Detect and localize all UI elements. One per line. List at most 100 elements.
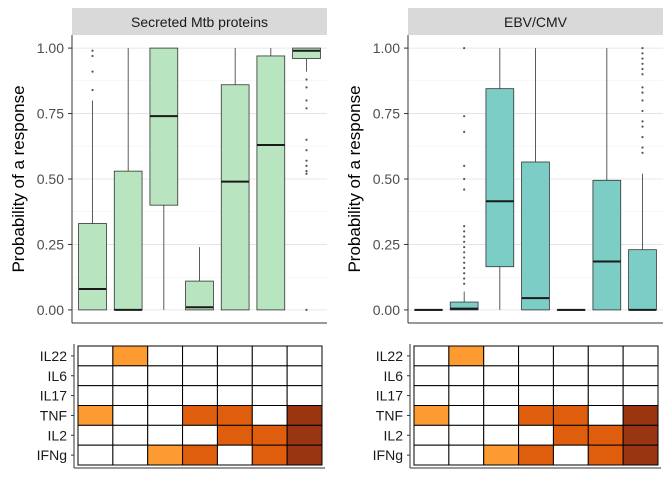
cytokine-heatmap-right: IL22 IL6 IL17 TNF IL2 IFNg [373,344,661,469]
heatmap-cell [112,345,149,367]
heatmap-cell [147,405,184,426]
box-7 [292,47,321,312]
heatmap-cell [622,424,659,446]
box-3 [149,47,179,310]
outlier-point [463,261,466,264]
outlier-point [305,86,308,89]
heatmap-cell [216,385,253,406]
y-axis-title-right: Probability of a response [345,85,364,272]
heatmap-cell [147,365,184,387]
box-body [220,84,250,311]
outlier-point [463,164,466,168]
strip-left [72,8,327,35]
box-body [185,280,214,311]
heatmap-cell [216,405,253,426]
y-tick-label: 0.25 [373,236,400,252]
outlier-point [641,136,644,139]
heatmap-cell [622,405,659,426]
box-1 [78,49,107,311]
heatmap-cell [216,424,253,446]
heatmap-cell [413,424,450,446]
heatmap-cell [518,424,554,446]
heatmap-cell [483,365,520,387]
outlier-point [463,256,466,259]
y-tick-label: 1.00 [37,40,64,56]
heatmap-cell [587,365,624,387]
y-tick-label: 0.50 [373,171,400,187]
heatmap-cell [77,365,114,387]
outlier-point [463,225,466,228]
outlier-point [463,235,466,238]
panel-secreted-mtb: Secreted Mtb proteins 0.00 0.25 0.50 0.75 1.… [9,8,327,324]
heatmap-cell [112,385,149,406]
heatmap-cell [483,345,520,367]
heatmap-cell [216,345,253,367]
outlier-point [641,67,644,71]
outlier-point [305,170,308,173]
heatmap-cell [552,345,589,367]
box-body [521,161,550,311]
cytokine-heatmap-left: IL22 IL6 IL17 TNF IL2 IFNg [37,344,325,469]
y-axis-title-left: Probability of a response [9,85,28,272]
box-2 [113,48,143,311]
outlier-point [463,115,466,118]
heatmap-cell [147,385,184,406]
heatmap-cell [216,444,253,466]
y-tick-label: 0.00 [37,302,64,318]
cytokine-label: TNF [40,407,67,423]
outlier-point [641,73,644,76]
heatmap-cell [552,385,589,406]
heatmap-cell [286,444,323,466]
box-1 [414,308,443,311]
heatmap-cell [518,405,554,426]
outlier-point [641,146,644,149]
y-tick-label: 0.75 [373,106,400,122]
outlier-point [463,177,466,181]
outlier-point [641,91,644,94]
outlier-point [641,57,644,60]
cytokine-label: IL6 [384,368,404,384]
box-4 [521,48,550,311]
heatmap-cell [286,385,323,406]
heatmap-cell [552,444,589,466]
outlier-point [91,49,94,52]
heatmap-cell [251,365,288,387]
heatmap-cell [552,405,589,426]
box-5 [220,48,250,311]
heatmap-cell [622,385,659,406]
heatmap-cell [182,444,218,466]
box-body [149,47,179,206]
outlier-point [305,159,308,162]
box-body [449,301,479,311]
box-body [592,179,622,311]
outlier-point [641,62,644,65]
outlier-point [463,277,466,280]
y-tick-label: 0.00 [373,302,400,318]
heatmap-cell [147,444,184,466]
outlier-point [463,245,466,249]
outlier-point [91,54,94,58]
heatmap-cell [448,444,485,466]
heatmap-cell [587,424,624,446]
heatmap-cell [518,365,554,387]
heatmap-cell [622,444,659,466]
box-7 [628,46,657,311]
heatmap-cell [77,385,114,406]
cytokine-label: IL17 [376,388,403,404]
box-body [78,223,107,311]
heatmap-cell [483,424,520,446]
heatmap-cell [483,385,520,406]
outlier-point [641,120,644,123]
heatmap-cell [413,405,450,426]
outlier-point [463,46,466,50]
outlier-point [641,46,644,50]
heatmap-cell [251,405,288,426]
heatmap-cell [587,385,624,406]
heatmap-cell [112,405,149,426]
outlier-point [305,149,308,152]
outlier-point [641,99,644,102]
heatmap-cell [622,365,659,387]
plot-area-right: 0.00 0.25 0.50 0.75 1.00 [373,35,663,324]
y-tick-label: 0.50 [37,171,64,187]
heatmap-cell [448,365,485,387]
